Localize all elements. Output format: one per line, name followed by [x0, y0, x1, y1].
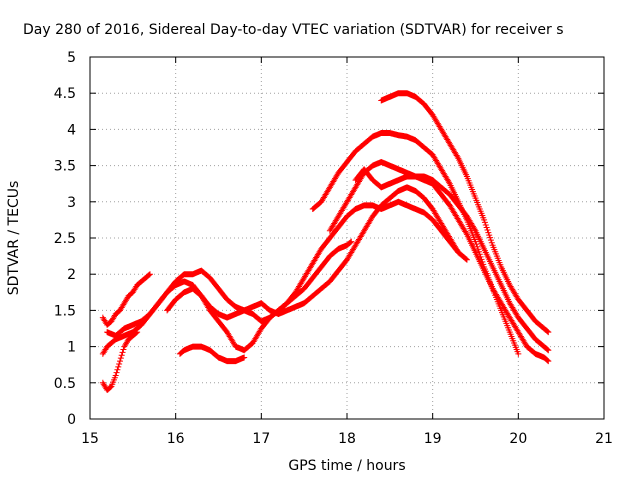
data-series — [164, 198, 462, 354]
data-series — [99, 329, 141, 394]
y-tick-label: 1 — [67, 340, 76, 356]
y-tick-label: 2.5 — [54, 231, 76, 247]
y-tick-label: 4.5 — [54, 86, 76, 102]
x-tick-label: 17 — [252, 431, 270, 447]
chart-title: Day 280 of 2016, Sidereal Day-to-day VTE… — [23, 22, 564, 38]
data-points — [99, 90, 552, 394]
series-markers — [99, 271, 153, 328]
x-tick-label: 20 — [509, 431, 527, 447]
series-markers — [99, 329, 141, 394]
x-tick-label: 19 — [424, 431, 442, 447]
x-tick-label: 18 — [338, 431, 356, 447]
y-tick-label: 0.5 — [54, 376, 76, 392]
series-markers — [326, 158, 552, 365]
series-markers — [352, 166, 552, 354]
y-tick-label: 1.5 — [54, 303, 76, 319]
y-tick-label: 0 — [67, 412, 76, 428]
y-tick-label: 5 — [67, 50, 76, 66]
data-series — [99, 271, 153, 328]
series-markers — [176, 343, 248, 365]
data-series — [176, 343, 248, 365]
x-tick-label: 15 — [81, 431, 99, 447]
data-series — [326, 158, 552, 365]
y-tick-label: 3 — [67, 195, 76, 211]
data-series — [352, 166, 552, 354]
x-tick-label: 16 — [167, 431, 185, 447]
data-series — [378, 90, 552, 336]
series-markers — [309, 130, 522, 357]
y-tick-label: 2 — [67, 267, 76, 283]
plot-frame — [89, 56, 605, 420]
y-tick-label: 3.5 — [54, 159, 76, 175]
grid — [90, 57, 604, 419]
x-axis-label: GPS time / hours — [288, 458, 405, 474]
axis-ticks: 15 16 17 18 19 20 21 0 0.5 1 1.5 2 2.5 3 3.5 4 4.5 5 — [54, 50, 613, 447]
data-series — [309, 130, 522, 357]
series-markers — [378, 90, 552, 336]
y-axis-label: SDTVAR / TECUs — [6, 181, 22, 296]
series-markers — [164, 198, 462, 354]
x-tick-label: 21 — [595, 431, 613, 447]
y-tick-label: 4 — [67, 122, 76, 138]
